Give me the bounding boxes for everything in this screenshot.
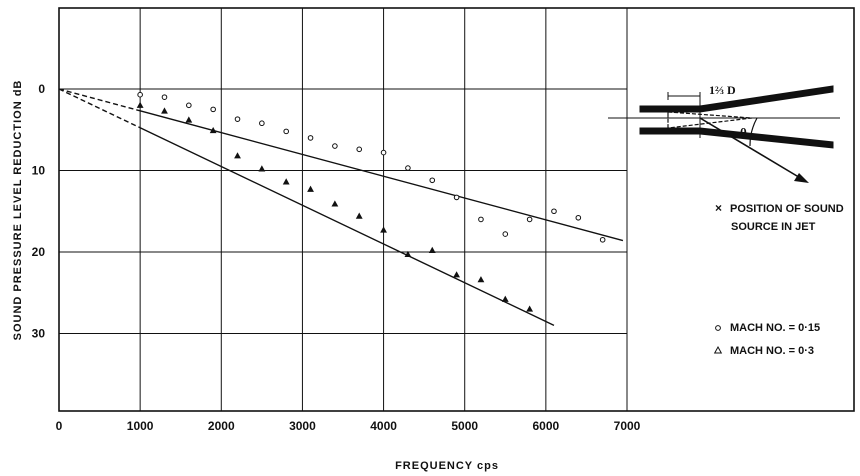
point-mach-015 (405, 165, 411, 171)
point-mach-03 (453, 271, 460, 278)
note-line-1: POSITION OF SOUND (730, 203, 844, 215)
point-mach-03 (282, 178, 290, 185)
point-mach-03 (307, 185, 314, 192)
point-mach-03 (331, 200, 339, 207)
fit-line-1 (139, 127, 555, 326)
radiation-direction-line (699, 117, 803, 180)
legend: MACH NO. = 0·15 MACH NO. = 0·3 (713, 322, 820, 357)
angle-arc (749, 117, 758, 147)
legend-label-mach-015: MACH NO. = 0·15 (730, 322, 820, 334)
legend-label-mach-03: MACH NO. = 0·3 (730, 345, 814, 357)
note-marker: × (715, 201, 722, 215)
x-tick-label: 1000 (127, 419, 154, 433)
y-tick-labels: 0 10 20 30 (32, 82, 46, 341)
x-tick-label: 4000 (370, 419, 397, 433)
point-mach-015 (478, 216, 484, 223)
y-tick-label: 10 (32, 164, 46, 178)
x-axis-label: FREQUENCY cps (395, 460, 499, 472)
point-mach-015 (332, 143, 338, 149)
point-mach-03 (209, 126, 217, 134)
point-mach-03 (404, 250, 412, 258)
nozzle-diagram (608, 85, 840, 183)
point-mach-015 (307, 135, 314, 141)
point-mach-015 (210, 106, 216, 113)
point-mach-015 (356, 146, 363, 153)
point-mach-015 (526, 216, 533, 223)
dimension-label: 1⅔ D (709, 83, 736, 97)
x-tick-label: 2000 (208, 419, 235, 433)
angle-label: θ (740, 125, 747, 140)
point-mach-03 (477, 276, 485, 283)
point-mach-03 (185, 116, 193, 123)
point-mach-015 (575, 214, 582, 221)
point-mach-015 (161, 94, 168, 100)
legend-circle-marker (715, 325, 721, 331)
x-tick-label: 5000 (451, 419, 478, 433)
x-tick-label: 0 (56, 419, 63, 433)
point-mach-03 (428, 246, 436, 253)
y-axis-label: SOUND PRESSURE LEVEL REDUCTION dB (12, 80, 24, 341)
point-mach-015 (453, 194, 460, 201)
point-mach-03 (526, 305, 534, 312)
point-mach-015 (502, 231, 509, 237)
fit-line-dashed-0 (58, 88, 141, 112)
point-mach-015 (186, 102, 192, 109)
point-mach-03 (501, 295, 509, 302)
x-tick-labels: 0 1000 2000 3000 4000 5000 6000 7000 (56, 419, 641, 433)
y-tick-label: 20 (32, 245, 46, 259)
x-tick-label: 6000 (533, 419, 560, 433)
x-tick-label: 7000 (614, 419, 641, 433)
legend-triangle-marker (713, 345, 723, 354)
point-mach-015 (380, 149, 387, 156)
point-mach-015 (429, 177, 436, 184)
x-tick-label: 3000 (289, 419, 316, 433)
plot-frame (58, 7, 855, 412)
point-mach-03 (234, 152, 241, 159)
point-mach-03 (161, 107, 168, 114)
point-mach-03 (136, 101, 144, 108)
point-mach-015 (234, 116, 241, 122)
grid (59, 8, 628, 411)
y-tick-label: 0 (38, 82, 45, 96)
y-tick-label: 30 (32, 327, 46, 341)
point-mach-03 (380, 226, 387, 233)
fit-line-dashed-1 (58, 88, 141, 129)
data-points (136, 91, 606, 312)
fit-lines (58, 88, 624, 326)
fit-line-0 (139, 110, 624, 242)
point-mach-03 (355, 212, 363, 219)
note-line-2: SOURCE IN JET (731, 221, 816, 233)
point-mach-015 (137, 91, 143, 98)
point-mach-015 (599, 236, 606, 243)
point-mach-03 (258, 165, 266, 172)
nozzle-upper-wall (639, 85, 834, 113)
point-mach-015 (283, 128, 290, 135)
nozzle-lower-wall (639, 127, 834, 149)
point-mach-015 (551, 208, 557, 215)
arrow-head-icon (794, 173, 809, 183)
point-mach-015 (259, 120, 265, 127)
